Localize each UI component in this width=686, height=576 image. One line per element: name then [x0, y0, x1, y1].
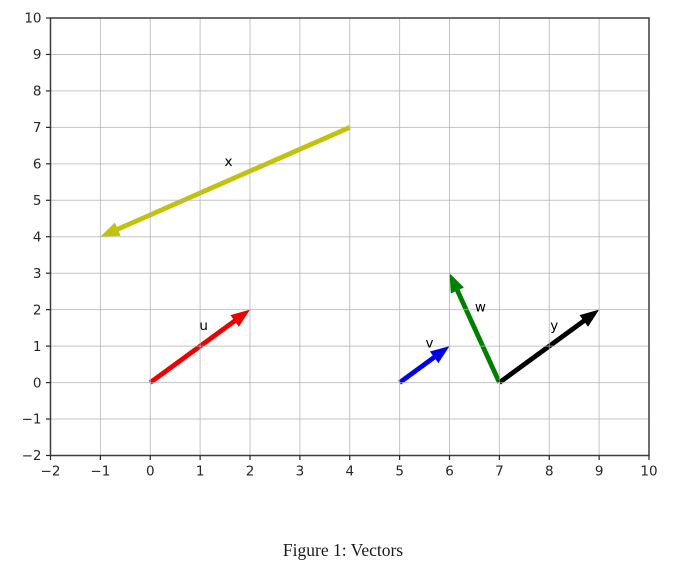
- x-tick-label: −2: [41, 464, 61, 480]
- vector-label-u: u: [199, 318, 208, 334]
- x-tick-label: −1: [90, 464, 110, 480]
- vector-w-shaft: [453, 286, 502, 384]
- y-tick-label: −2: [22, 448, 42, 464]
- x-tick-label: 4: [345, 464, 354, 480]
- y-tick-label: 7: [33, 120, 42, 136]
- y-tick-label: 5: [33, 193, 42, 209]
- x-tick-label: 0: [146, 464, 155, 480]
- x-tick-label: 1: [196, 464, 205, 480]
- plot-background: [0, 0, 686, 530]
- y-tick-label: 8: [33, 84, 42, 100]
- y-tick-label: −1: [22, 412, 42, 428]
- vector-label-v: v: [426, 336, 434, 352]
- vector-u-head: [230, 309, 250, 327]
- vector-w-head: [449, 273, 464, 294]
- x-tick-label: 6: [445, 464, 454, 480]
- vector-plot: −2 −1 0 1 2 3 4 5 6 7 8 9 10 −2 −1 0 1 2 3 4 5 6 7 8 9 10 u v w x y: [0, 0, 686, 530]
- y-tick-label: 9: [33, 47, 42, 63]
- y-tick-label: 2: [33, 302, 42, 318]
- vector-v-shaft: [398, 353, 439, 385]
- x-tick-label: 7: [495, 464, 504, 480]
- y-tick-label: 6: [33, 157, 42, 173]
- vector-label-x: x: [225, 154, 233, 170]
- y-tick-label: 3: [33, 266, 42, 282]
- y-tick-label: 0: [33, 375, 42, 391]
- vector-y-head: [579, 309, 600, 327]
- x-tick-label: 8: [545, 464, 554, 480]
- x-tick-label: 5: [395, 464, 404, 480]
- figure-caption: Figure 1: Vectors: [282, 540, 404, 560]
- vector-label-w: w: [475, 300, 486, 316]
- vector-x-shaft: [113, 125, 351, 233]
- y-tick-label: 10: [24, 11, 41, 27]
- vector-v-head: [429, 346, 450, 364]
- vector-y-shaft: [497, 316, 589, 385]
- x-tick-label: 9: [595, 464, 604, 480]
- x-tick-label: 2: [246, 464, 255, 480]
- vector-label-y: y: [550, 318, 558, 334]
- vector-u-shaft: [148, 316, 240, 385]
- x-tick-label: 3: [296, 464, 305, 480]
- x-tick-label: 10: [640, 464, 657, 480]
- vector-x-head: [100, 222, 121, 237]
- y-tick-label: 4: [33, 229, 42, 245]
- y-tick-label: 1: [33, 339, 42, 355]
